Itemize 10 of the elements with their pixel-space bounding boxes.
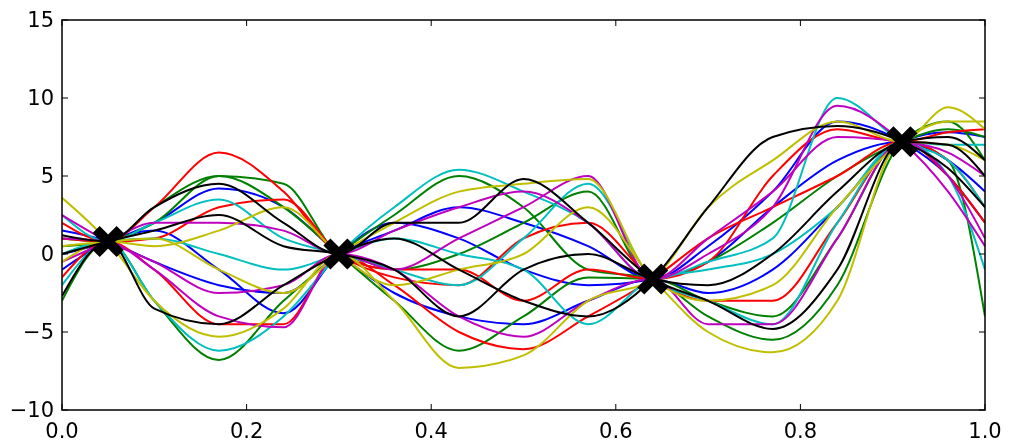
x-tick-label: 0.2: [229, 419, 264, 443]
y-tick-label: 15: [27, 8, 54, 33]
x-tick-label: 0.8: [783, 419, 818, 443]
x-tick-label: 0.6: [599, 419, 633, 443]
y-tick-label: 0: [40, 242, 54, 267]
y-tick-label: 5: [40, 164, 54, 189]
x-tick-label: 1.0: [968, 419, 1002, 443]
x-tick-label: 0.4: [414, 419, 448, 443]
y-tick-label: 10: [27, 86, 54, 111]
y-tick-label: −5: [23, 320, 54, 345]
